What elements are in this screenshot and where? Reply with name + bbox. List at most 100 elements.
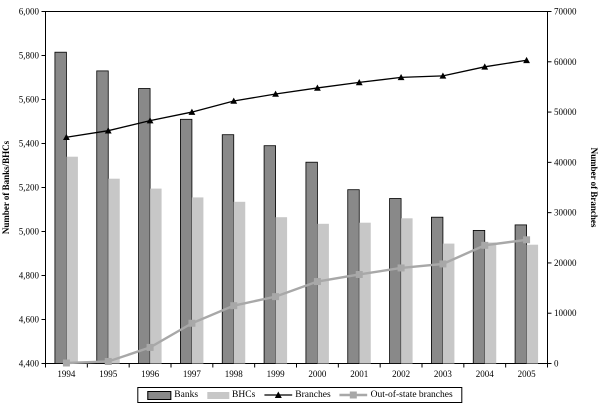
x-tick-label-2004: 2004 [476,369,495,379]
marker-branches-1994 [63,133,70,141]
banks-swatch [147,390,172,400]
x-tick-label-2002: 2002 [392,369,410,379]
marker-branches-1995 [104,127,112,134]
bars-bhcs [66,156,539,364]
bar-bhcs-1999 [275,217,288,364]
marker-branches-2004 [481,63,489,70]
x-tick-label-2005: 2005 [518,369,537,379]
left-tick-label-4,400: 4,400 [19,359,40,369]
right-tick-label-0: 0 [554,359,559,369]
bar-banks-1998 [221,134,235,364]
legend-line-glyph [339,391,368,399]
marker-branches-2002 [397,73,405,81]
line-branches [63,56,530,141]
bar-bhcs-2000 [317,223,329,364]
x-tick-label-2000: 2000 [308,369,327,379]
x-tick-label-2003: 2003 [434,369,453,379]
legend-label-out-of-state-branches: Out-of-state branches [370,390,453,400]
left-tick-label-4,600: 4,600 [19,315,40,325]
x-tick-label-1998: 1998 [225,369,244,379]
marker-branches-2003 [439,72,447,79]
right-tick-label-10000: 10000 [554,308,577,318]
legend-label-banks: Banks [174,390,199,400]
right-tick-label-20000: 20000 [554,258,577,268]
x-tick-label-2001: 2001 [350,369,368,379]
legend-label-bhcs: BHCs [232,390,256,400]
x-axis: 1994 1995 1996 1997 1998 1999 2000 2001 2002 2003… [45,363,548,379]
x-tick-label-1999: 1999 [267,369,286,379]
bar-bhcs-2005 [526,244,539,364]
right-tick-label-60000: 60000 [554,57,577,67]
marker-out-of-state-branches-1994 [62,359,70,367]
right-axis-title: Number of Branches [589,148,599,228]
x-tick-label-1995: 1995 [99,369,118,379]
marker-branches-1997 [188,108,196,115]
bar-bhcs-1995 [108,178,120,364]
left-tick-label-5,600: 5,600 [19,95,40,105]
left-axis-title: Number of Banks/BHCs [1,140,11,234]
bar-banks-1996 [138,88,151,364]
bar-bhcs-2001 [359,222,371,364]
line-out-of-state-branches [62,236,531,367]
legend-item-bhcs: BHCs [207,390,255,400]
plot-border [45,11,548,364]
marker-branches-1999 [272,90,279,97]
branches-line-icon [264,390,293,400]
marker-out-of-state-branches-1995 [104,357,112,365]
marker-out-of-state-branches-1997 [188,319,196,327]
marker-branches-1998 [230,97,238,104]
right-tick-label-50000: 50000 [554,107,577,117]
legend-item-banks: Banks [147,390,198,400]
left-tick-label-5,800: 5,800 [19,51,40,61]
marker-out-of-state-branches-2001 [355,270,363,278]
bar-banks-1994 [54,51,67,364]
bar-bhcs-1996 [150,188,162,364]
right-tick-label-30000: 30000 [554,208,577,218]
x-tick-label-1994: 1994 [57,369,76,379]
marker-branches-1996 [146,117,154,124]
legend-line-glyph [264,391,293,398]
bar-bhcs-1998 [233,201,246,364]
right-axis: 0 10000 20000 30000 40000 50000 60000 70000 [547,7,577,369]
bar-bhcs-2002 [401,218,413,364]
marker-out-of-state-branches-1999 [272,293,280,301]
bars-banks [54,51,527,364]
bhcs-swatch [207,391,230,399]
x-tick-label-1996: 1996 [141,369,160,379]
left-tick-label-4,800: 4,800 [19,271,40,281]
polyline-branches [66,59,527,138]
x-tick-label-1997: 1997 [183,369,202,379]
left-tick-label-5,000: 5,000 [19,227,40,237]
legend-item-out-of-state-branches: Out-of-state branches [339,390,453,400]
left-tick-label-5,400: 5,400 [19,139,40,149]
right-tick-label-70000: 70000 [554,7,577,17]
bar-banks-1995 [96,70,109,364]
legend-item-branches: Branches [264,390,331,400]
bar-banks-1999 [263,145,276,364]
legend: Banks BHCs Branches Out-of-state branche… [137,387,463,403]
bar-banks-2000 [305,161,318,364]
bar-bhcs-1994 [66,156,78,364]
bar-banks-2003 [431,216,444,364]
bar-banks-2002 [389,198,402,364]
bar-bhcs-2004 [484,242,497,364]
marker-out-of-state-branches-2003 [439,260,447,268]
legend-label-branches: Branches [295,390,331,400]
marker-out-of-state-branches-2000 [313,278,321,286]
left-axis: 4,400 4,600 4,800 5,000 5,200 5,400 5,600 5,800… [19,7,46,369]
marker-out-of-state-branches-2005 [523,236,531,244]
bar-bhcs-1997 [191,197,204,364]
marker-out-of-state-branches-1996 [146,343,154,351]
left-tick-label-5,200: 5,200 [19,183,40,193]
bar-banks-2005 [514,224,527,364]
marker-out-of-state-branches-1998 [230,302,238,310]
bar-bhcs-2003 [442,243,455,364]
out-of-state-branches-line-icon [339,390,368,400]
marker-branches-2001 [355,79,363,86]
marker-out-of-state-branches-2002 [397,264,405,272]
right-tick-label-40000: 40000 [554,157,577,167]
marker-branches-2000 [314,84,321,91]
left-tick-label-6,000: 6,000 [19,7,40,17]
